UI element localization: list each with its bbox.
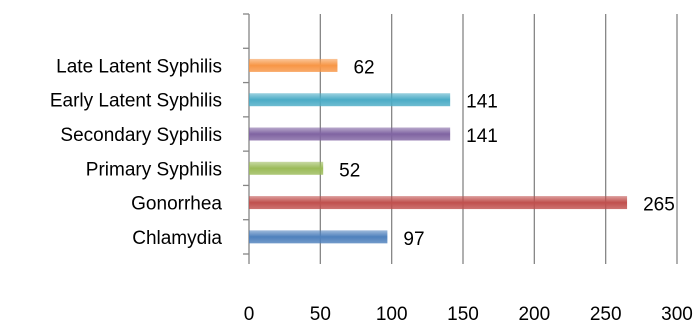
value-tick-label: 300 <box>661 304 693 325</box>
data-label: 265 <box>643 195 675 216</box>
bar <box>249 58 338 72</box>
value-tick-label: 250 <box>590 304 622 325</box>
bar <box>249 196 628 210</box>
value-tick-label: 50 <box>310 304 331 325</box>
value-tick-label: 0 <box>244 304 255 325</box>
value-tick-labels: 0 50 100 150 200 250 300 <box>244 304 693 325</box>
data-label: 97 <box>403 229 424 250</box>
gridlines <box>319 14 678 264</box>
bars <box>249 58 628 244</box>
bar <box>249 230 388 244</box>
category-label: Chlamydia <box>132 228 222 249</box>
bar <box>249 127 451 141</box>
bar <box>249 93 451 107</box>
category-label: Early Latent Syphilis <box>50 91 222 112</box>
value-tick-label: 200 <box>518 304 550 325</box>
data-label: 141 <box>466 92 498 113</box>
data-label: 62 <box>353 57 374 78</box>
bar <box>249 161 324 175</box>
data-label: 52 <box>339 160 360 181</box>
data-labels: 97 265 52 141 141 62 <box>339 57 675 249</box>
data-label: 141 <box>466 126 498 147</box>
category-label: Secondary Syphilis <box>60 125 222 146</box>
category-label: Late Latent Syphilis <box>56 56 222 77</box>
value-tick-label: 150 <box>447 304 479 325</box>
category-labels: Chlamydia Gonorrhea Primary Syphilis Second… <box>50 56 223 248</box>
category-label: Primary Syphilis <box>86 159 222 180</box>
category-axis <box>243 13 250 264</box>
value-tick-label: 100 <box>376 304 408 325</box>
category-label: Gonorrhea <box>131 194 222 215</box>
